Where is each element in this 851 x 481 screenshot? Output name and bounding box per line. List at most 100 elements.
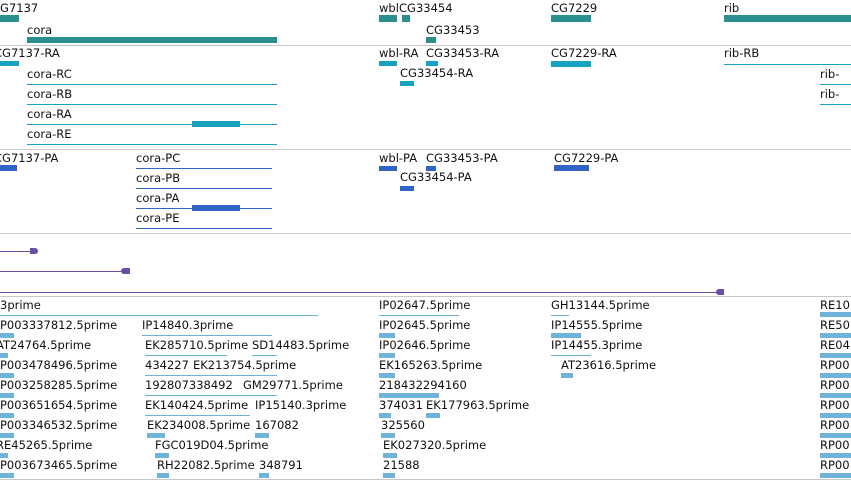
transcript-label-cora-ra[interactable]: cora-RA: [27, 107, 72, 121]
gene-cg7229[interactable]: [551, 15, 591, 22]
est-bar[interactable]: [383, 453, 397, 458]
est-label[interactable]: IP14555.5prime: [551, 318, 643, 332]
est-label[interactable]: 192807338492: [145, 378, 233, 392]
gene-label-cg33453[interactable]: CG33453: [426, 23, 480, 37]
est-label[interactable]: RH22082.5prime: [157, 458, 255, 472]
est-label[interactable]: 167082: [255, 418, 299, 432]
gene-label-wbl[interactable]: wbl: [379, 1, 399, 15]
transcript-cg33453-ra[interactable]: [426, 61, 438, 66]
est-label[interactable]: GH13144.5prime: [551, 298, 650, 312]
est-bar[interactable]: [820, 353, 851, 358]
transcript-label-rib-r2[interactable]: rib-: [820, 87, 840, 101]
est-bar[interactable]: [820, 393, 851, 398]
protein-label-cg33454-pa[interactable]: CG33454-PA: [400, 170, 472, 184]
transcript-label-cora-re[interactable]: cora-RE: [27, 127, 72, 141]
est-label[interactable]: RP003346532.5prime: [0, 418, 118, 432]
est-label[interactable]: RE04: [820, 338, 850, 352]
est-bar[interactable]: [383, 473, 395, 478]
feature-line-2[interactable]: [0, 271, 128, 272]
est-line[interactable]: [145, 355, 227, 356]
est-line[interactable]: [0, 315, 318, 316]
est-label[interactable]: IP02647.5prime: [379, 298, 471, 312]
feature-line-1[interactable]: [0, 251, 36, 252]
transcript-rib-r2[interactable]: [820, 104, 851, 105]
transcript-cg7229-ra[interactable]: [551, 61, 591, 67]
protein-cora-pa-exon[interactable]: [192, 205, 240, 211]
transcript-cora-re[interactable]: [27, 144, 277, 145]
est-bar[interactable]: [379, 333, 395, 338]
est-bar[interactable]: [259, 473, 269, 478]
gene-label-cg7229[interactable]: CG7229: [551, 1, 598, 15]
est-label[interactable]: RP00: [820, 418, 850, 432]
est-label[interactable]: EK177963.5prime: [426, 398, 530, 412]
protein-label-cora-pc[interactable]: cora-PC: [136, 151, 181, 165]
gene-label-cg7137[interactable]: CG7137: [0, 1, 39, 15]
est-bar[interactable]: [426, 413, 440, 418]
protein-label-cora-pe[interactable]: cora-PE: [136, 211, 180, 225]
transcript-label-cg7229-ra[interactable]: CG7229-RA: [551, 46, 617, 60]
est-bar[interactable]: [379, 393, 439, 398]
transcript-cora-rc[interactable]: [27, 84, 277, 85]
est-bar[interactable]: [379, 413, 391, 418]
est-label[interactable]: RP00: [820, 458, 850, 472]
est-line[interactable]: [379, 315, 459, 316]
gene-cg33454[interactable]: [402, 15, 410, 22]
est-label[interactable]: 348791: [259, 458, 303, 472]
transcript-cg33454-ra[interactable]: [400, 81, 414, 86]
protein-label-cg7229-pa[interactable]: CG7229-PA: [554, 151, 619, 165]
est-label[interactable]: IP02646.5prime: [379, 338, 471, 352]
est-bar[interactable]: [551, 333, 581, 338]
est-bar[interactable]: [820, 473, 851, 478]
gene-cg33453[interactable]: [426, 37, 436, 43]
protein-cg7137-pa[interactable]: [0, 165, 17, 171]
gene-cora[interactable]: [27, 37, 277, 43]
protein-label-cg33453-pa[interactable]: CG33453-PA: [426, 151, 498, 165]
protein-cg7229-pa[interactable]: [554, 165, 589, 171]
est-label[interactable]: EK285710.5prime: [145, 338, 249, 352]
est-label[interactable]: RP00: [820, 398, 850, 412]
transcript-label-cg33454-ra[interactable]: CG33454-RA: [400, 66, 474, 80]
protein-label-wbl-pa[interactable]: wbl-PA: [379, 151, 418, 165]
protein-cora-pb[interactable]: [136, 188, 272, 189]
est-label[interactable]: RP003258285.5prime: [0, 378, 118, 392]
gene-rib[interactable]: [724, 15, 851, 22]
feature-end-1[interactable]: [30, 248, 38, 254]
est-bar[interactable]: [820, 312, 851, 317]
est-bar[interactable]: [381, 433, 395, 438]
est-bar[interactable]: [157, 473, 169, 478]
est-label[interactable]: 434227: [145, 358, 189, 372]
est-label[interactable]: 3prime: [0, 298, 41, 312]
est-bar[interactable]: [379, 353, 395, 358]
transcript-cora-ra-exon[interactable]: [192, 121, 240, 127]
est-label[interactable]: EK234008.5prime: [147, 418, 251, 432]
est-label[interactable]: EK213754.5prime: [193, 358, 297, 372]
est-label[interactable]: RP00: [820, 378, 850, 392]
gene-cg7137[interactable]: [0, 15, 19, 22]
transcript-label-cora-rc[interactable]: cora-RC: [27, 67, 72, 81]
protein-label-cora-pb[interactable]: cora-PB: [136, 171, 181, 185]
gene-label-rib[interactable]: rib: [724, 1, 740, 15]
est-line[interactable]: [145, 375, 277, 376]
est-label[interactable]: 218432294160: [379, 378, 467, 392]
feature-line-3[interactable]: [0, 292, 722, 293]
est-label[interactable]: RP003337812.5prime: [0, 318, 118, 332]
est-label[interactable]: 21588: [383, 458, 420, 472]
transcript-label-cg7137-ra[interactable]: CG7137-RA: [0, 46, 60, 60]
est-label[interactable]: 325560: [381, 418, 425, 432]
est-label[interactable]: EK027320.5prime: [383, 438, 487, 452]
protein-cg33453-pa[interactable]: [426, 166, 436, 171]
est-label[interactable]: RE50: [820, 318, 850, 332]
est-bar[interactable]: [820, 413, 851, 418]
est-label[interactable]: RP00: [820, 438, 850, 452]
est-label[interactable]: RP003651654.5prime: [0, 398, 118, 412]
est-bar[interactable]: [0, 473, 14, 478]
protein-label-cg7137-pa[interactable]: CG7137-PA: [0, 151, 59, 165]
gene-wbl[interactable]: [379, 15, 397, 22]
transcript-rib-r1[interactable]: [820, 84, 851, 85]
transcript-wbl-ra[interactable]: [379, 61, 397, 66]
transcript-label-cg33453-ra[interactable]: CG33453-RA: [426, 46, 500, 60]
est-bar[interactable]: [820, 453, 851, 458]
est-bar[interactable]: [255, 433, 269, 438]
transcript-label-rib-r1[interactable]: rib-: [820, 67, 840, 81]
est-label[interactable]: IP15140.3prime: [255, 398, 347, 412]
